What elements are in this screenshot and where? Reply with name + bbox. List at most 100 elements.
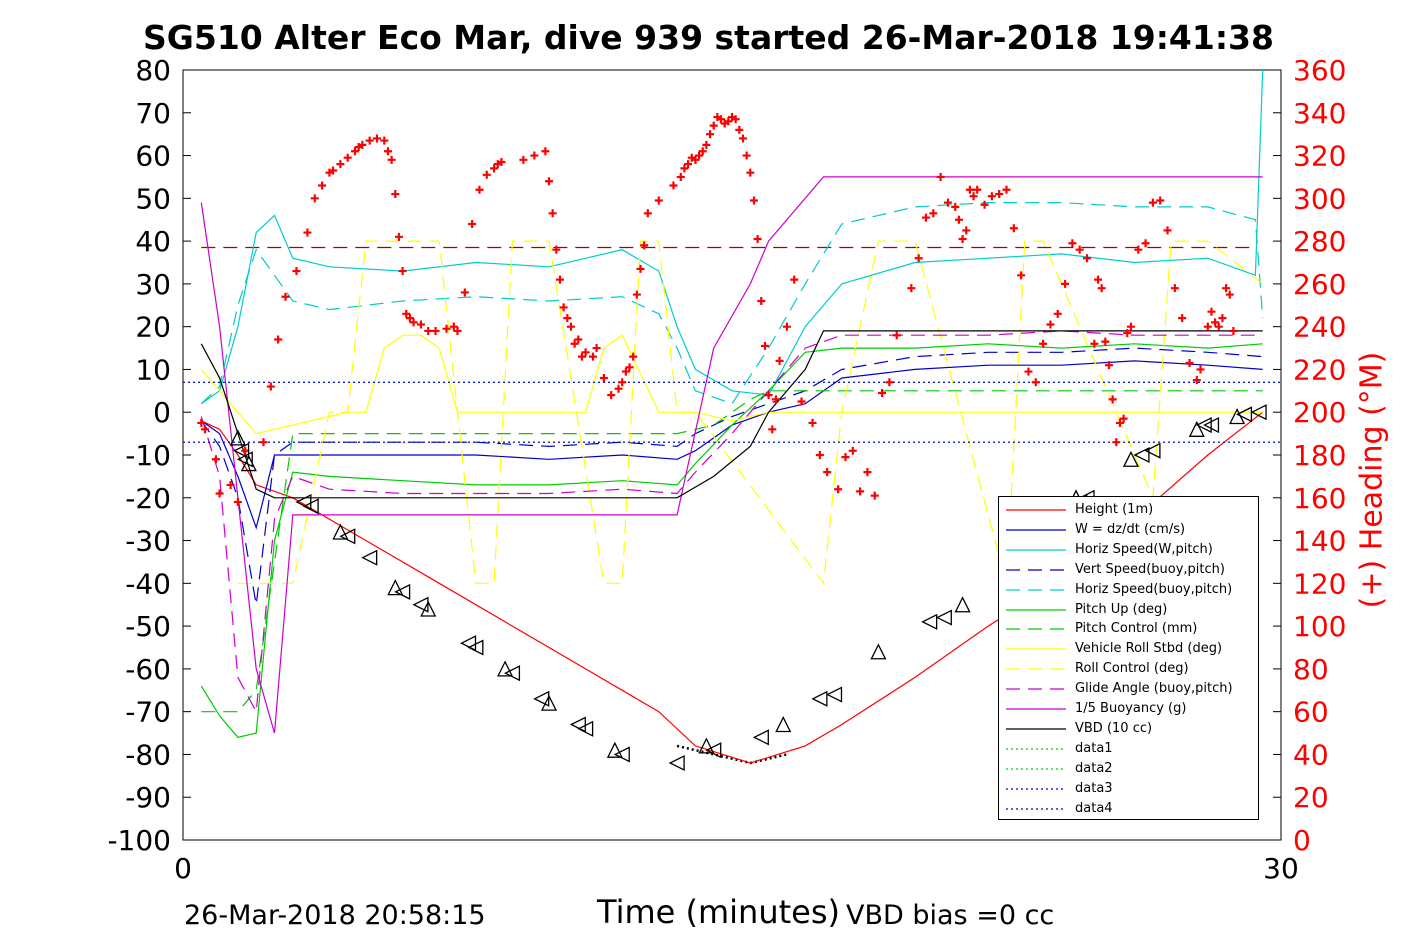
triangle-marker — [240, 455, 257, 472]
y-tick-label: -70 — [125, 696, 171, 729]
y2-tick-label: 40 — [1293, 738, 1329, 771]
heading-marker — [731, 115, 740, 124]
y2-tick-label: 200 — [1293, 396, 1346, 429]
triangle-marker — [1188, 420, 1205, 437]
heading-marker — [680, 164, 689, 173]
legend-swatch — [1006, 728, 1066, 730]
triangle-marker — [302, 498, 319, 515]
heading-marker — [954, 215, 963, 224]
y2-tick-label: 160 — [1293, 482, 1346, 515]
y2-tick-label: 280 — [1293, 225, 1346, 258]
heading-marker — [1115, 418, 1124, 427]
triangle-marker — [467, 639, 484, 656]
heading-marker — [211, 455, 220, 464]
triangle-marker — [1144, 442, 1161, 459]
heading-marker — [442, 324, 451, 333]
heading-marker — [409, 318, 418, 327]
heading-marker — [702, 140, 711, 149]
y2-axis-label-box: (+) Heading (°M) — [1352, 352, 1392, 609]
heading-marker — [310, 194, 319, 203]
heading-marker — [614, 384, 623, 393]
triangle-marker — [1133, 446, 1150, 464]
plot-area — [183, 70, 1281, 772]
heading-marker — [574, 335, 583, 344]
heading-marker — [1192, 376, 1201, 385]
heading-marker — [548, 209, 557, 218]
legend-label: data2 — [1075, 760, 1113, 776]
legend-item: data4 — [999, 799, 1258, 819]
legend-label: Height (1m) — [1075, 502, 1154, 517]
heading-marker — [621, 367, 630, 376]
heading-marker — [724, 117, 733, 126]
heading-marker — [1061, 279, 1070, 288]
y-tick-label: 80 — [135, 54, 171, 87]
heading-marker — [318, 181, 327, 190]
legend-item: data2 — [999, 759, 1258, 779]
triangle-marker — [811, 690, 828, 707]
triangle-marker — [826, 686, 843, 703]
triangle-marker — [361, 549, 378, 566]
y-tick-label: -100 — [107, 824, 171, 857]
heading-marker — [695, 151, 704, 160]
heading-marker — [1039, 339, 1048, 348]
heading-marker — [1009, 224, 1018, 233]
heading-marker — [742, 151, 751, 160]
y-tick-label: -90 — [125, 781, 171, 814]
heading-marker — [1046, 320, 1055, 329]
legend-item: Vehicle Roll Stbd (deg) — [999, 639, 1258, 659]
triangle-marker — [1235, 406, 1253, 423]
heading-marker — [1222, 284, 1231, 293]
legend-swatch — [1006, 787, 1066, 790]
heading-marker — [460, 288, 469, 297]
legend-item: Glide Angle (buoy,pitch) — [999, 679, 1258, 699]
legend-label: Glide Angle (buoy,pitch) — [1075, 681, 1233, 697]
heading-marker — [1203, 322, 1212, 331]
legend-item: Horiz Speed(buoy,pitch) — [999, 580, 1258, 600]
y-tick-label: -10 — [125, 439, 171, 472]
heading-marker — [629, 352, 638, 361]
heading-marker — [782, 322, 791, 331]
heading-marker — [1214, 322, 1223, 331]
heading-marker — [1229, 326, 1238, 335]
y-tick-label: 60 — [135, 140, 171, 173]
legend-label: Vehicle Roll Stbd (deg) — [1075, 641, 1223, 657]
heading-marker — [995, 190, 1004, 199]
heading-marker — [823, 468, 832, 477]
legend-swatch — [1006, 588, 1066, 591]
heading-marker — [987, 192, 996, 201]
triangle-marker — [752, 729, 769, 746]
heading-marker — [1075, 245, 1084, 254]
legend-item: Vert Speed(buoy,pitch) — [999, 560, 1258, 580]
heading-marker — [453, 326, 462, 335]
triangle-marker — [1250, 404, 1267, 421]
heading-marker — [424, 326, 433, 335]
legend-label: Pitch Up (deg) — [1075, 601, 1168, 617]
triangle-marker — [339, 528, 356, 545]
series-line-4 — [200, 347, 1263, 605]
triangle-marker — [497, 660, 514, 677]
heading-marker — [274, 335, 283, 344]
heading-marker — [790, 275, 799, 284]
legend-swatch — [1006, 509, 1066, 511]
heading-marker — [405, 314, 414, 323]
heading-marker — [329, 166, 338, 175]
legend-swatch — [1006, 628, 1066, 630]
heading-marker — [962, 226, 971, 235]
legend-item: Pitch Control (mm) — [999, 619, 1258, 639]
heading-marker — [717, 115, 726, 124]
heading-marker — [1108, 395, 1117, 404]
heading-marker — [973, 185, 982, 194]
heading-marker — [757, 297, 766, 305]
y-tick-label: -20 — [125, 482, 171, 515]
heading-marker — [684, 160, 693, 169]
heading-marker — [1225, 290, 1234, 299]
heading-marker — [351, 147, 360, 156]
legend-item: data1 — [999, 739, 1258, 759]
heading-marker — [497, 157, 506, 166]
heading-marker — [709, 121, 718, 130]
heading-marker — [1090, 339, 1099, 348]
y-tick-label: -30 — [125, 525, 171, 558]
triangle-marker — [540, 694, 558, 711]
heading-marker — [878, 388, 887, 397]
heading-marker — [1126, 322, 1135, 331]
